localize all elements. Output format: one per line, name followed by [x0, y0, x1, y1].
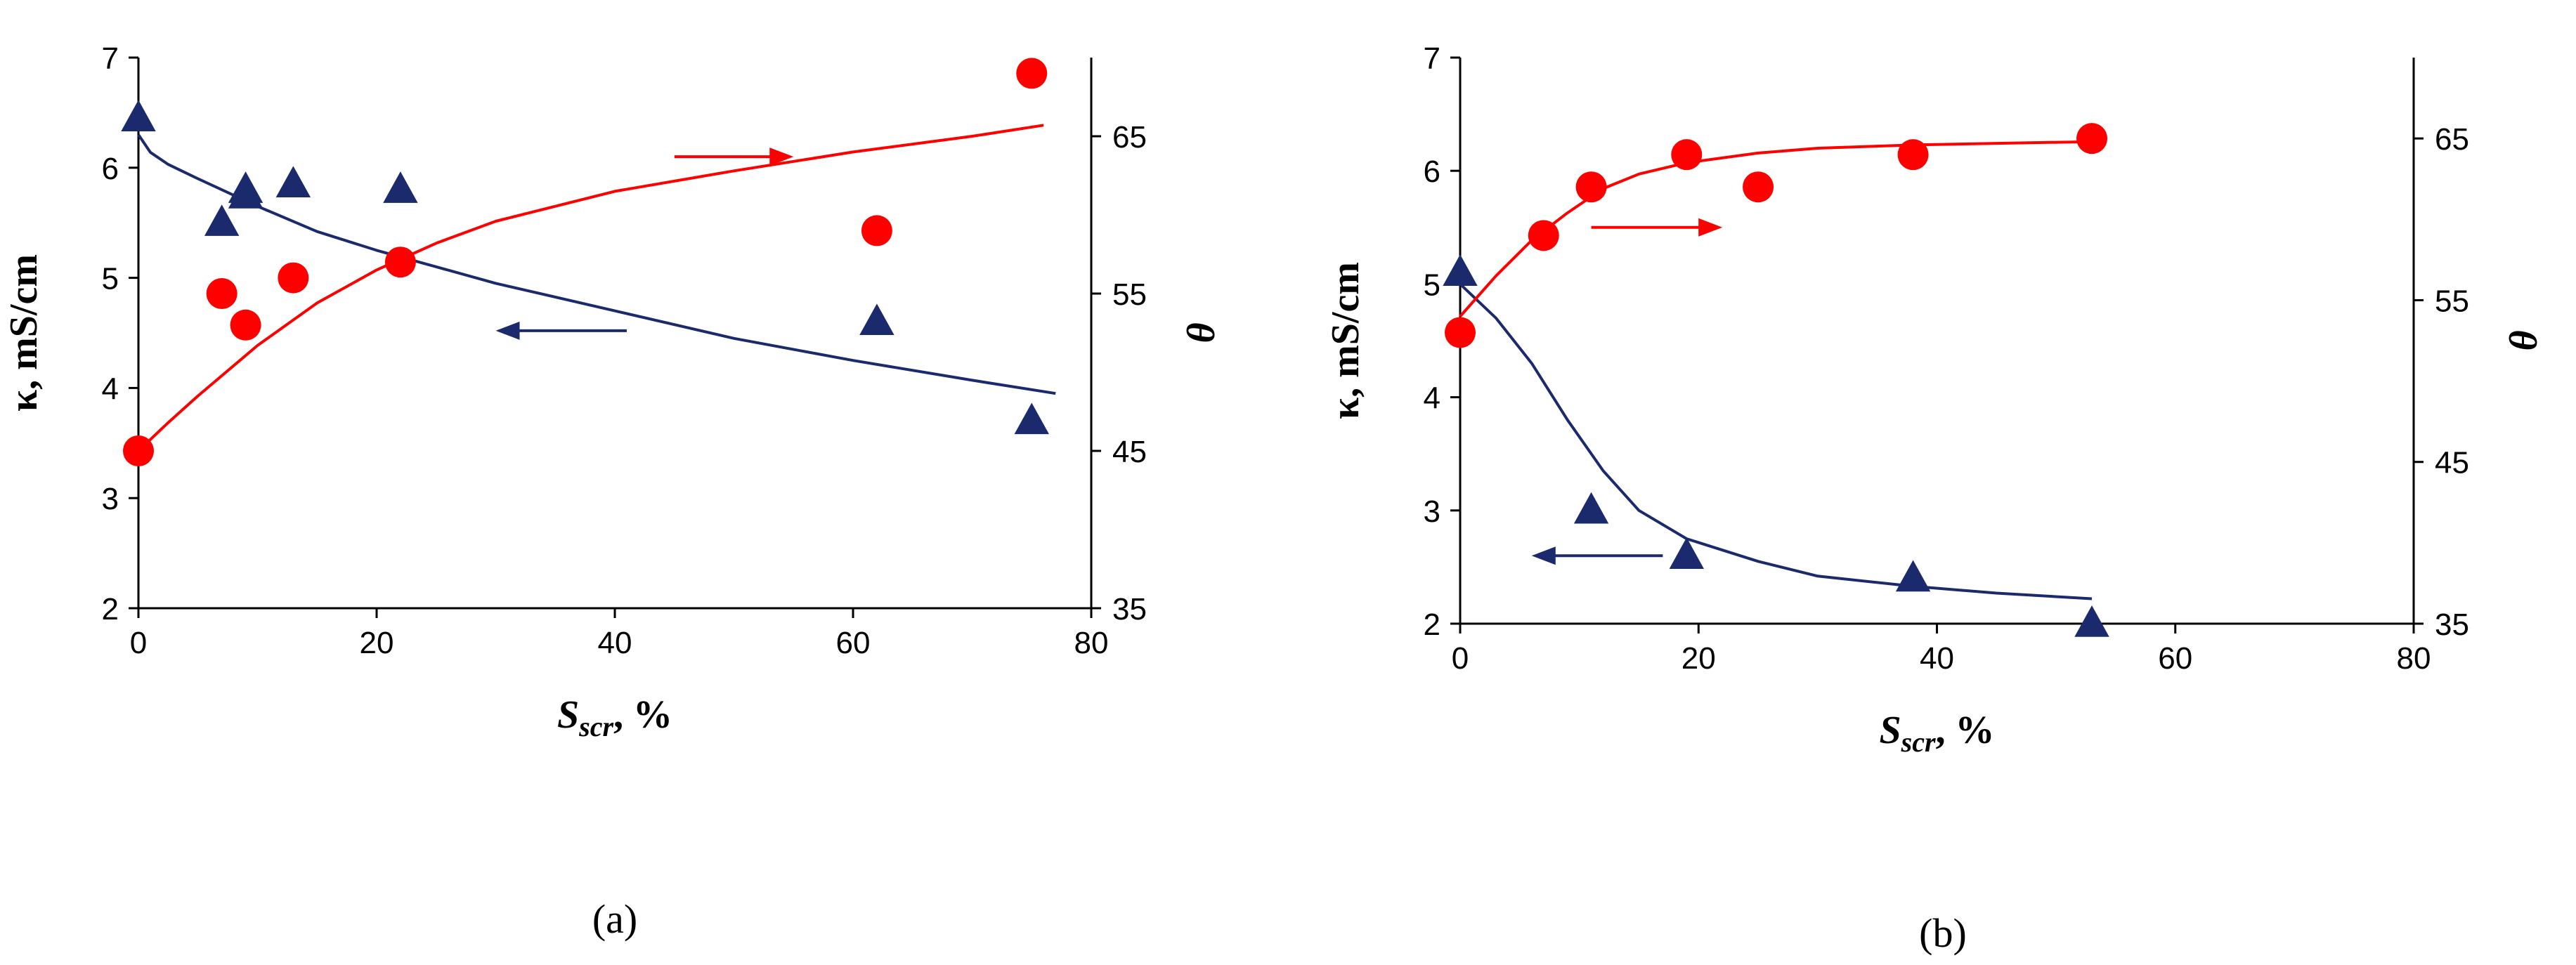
- theta-data-point: [1445, 317, 1476, 348]
- theta-data-point: [1528, 220, 1559, 251]
- x-axis-title-main: S: [1879, 709, 1901, 752]
- theta-data-point: [1671, 139, 1703, 171]
- x-tick-label: 60: [836, 626, 871, 660]
- kappa-data-point: [1014, 402, 1049, 435]
- x-axis-title-suffix: , %: [613, 693, 672, 737]
- kappa-fit-curve: [137, 133, 1056, 395]
- left-y-tick-label: 7: [1424, 41, 1440, 76]
- right-y-axis-title: θ: [1180, 322, 1223, 343]
- kappa-data-point: [121, 100, 156, 131]
- theta-data-point: [230, 309, 261, 341]
- x-tick-label: 60: [2158, 641, 2192, 676]
- left-y-axis-title: κ, mS/cm: [2, 254, 46, 412]
- right-y-axis-title: θ: [2502, 330, 2546, 350]
- x-axis-title: Sscr, %: [557, 693, 672, 742]
- kappa-data-point: [2074, 605, 2109, 637]
- kappa-data-point: [228, 177, 264, 209]
- right-y-tick-label: 45: [1112, 435, 1147, 469]
- left-y-tick-label: 3: [102, 482, 119, 516]
- kappa-data-point: [1895, 560, 1931, 592]
- left-y-tick-label: 2: [102, 592, 119, 626]
- theta-data-point: [861, 215, 892, 247]
- x-tick-label: 0: [130, 626, 147, 660]
- right-y-tick-label: 65: [2435, 122, 2469, 157]
- x-tick-label: 80: [1074, 626, 1109, 660]
- left-y-tick-label: 2: [1424, 608, 1440, 642]
- x-axis-title: Sscr, %: [1879, 709, 1994, 758]
- kappa-data-point: [204, 204, 240, 236]
- theta-axis-arrow-head: [1698, 218, 1723, 237]
- left-y-tick-label: 6: [1424, 155, 1440, 189]
- x-axis-title-suffix: , %: [1936, 709, 1995, 752]
- left-y-tick-label: 4: [102, 372, 119, 406]
- x-tick-label: 40: [598, 626, 632, 660]
- x-axis-title-main: S: [557, 693, 579, 737]
- left-y-tick-label: 3: [1424, 494, 1440, 529]
- right-y-tick-label: 35: [2435, 608, 2469, 642]
- theta-data-point: [1575, 171, 1607, 203]
- x-tick-label: 20: [360, 626, 394, 660]
- theta-data-point: [206, 278, 238, 309]
- kappa-axis-arrow-head: [1531, 546, 1556, 565]
- left-y-tick-label: 7: [102, 41, 119, 76]
- theta-data-point: [1743, 171, 1774, 203]
- theta-data-point: [2076, 123, 2108, 155]
- theta-fit-curve: [137, 124, 1044, 452]
- panel-label: (b): [1919, 910, 1967, 956]
- right-y-tick-label: 55: [1112, 277, 1147, 312]
- theta-data-point: [1016, 58, 1048, 89]
- x-tick-label: 80: [2397, 641, 2431, 676]
- panel-label: (a): [592, 896, 637, 942]
- left-y-axis-title: κ, mS/cm: [1324, 262, 1367, 419]
- theta-fit-curve: [1459, 140, 2093, 317]
- x-tick-label: 20: [1681, 641, 1716, 676]
- theta-data-point: [278, 262, 309, 294]
- theta-data-point: [1897, 139, 1929, 171]
- x-tick-label: 40: [1920, 641, 1954, 676]
- right-y-tick-label: 65: [1112, 120, 1147, 155]
- kappa-data-point: [383, 171, 418, 203]
- kappa-data-point: [859, 303, 895, 336]
- right-y-tick-label: 35: [1112, 592, 1147, 626]
- kappa-data-point: [1573, 492, 1609, 524]
- left-y-tick-label: 5: [1424, 268, 1440, 302]
- x-axis-title-subscript: scr: [578, 711, 613, 742]
- right-y-tick-label: 55: [2435, 284, 2469, 318]
- left-y-tick-label: 4: [1424, 381, 1440, 416]
- kappa-data-point: [275, 166, 311, 198]
- kappa-data-point: [1443, 254, 1478, 286]
- x-axis-title-subscript: scr: [1901, 726, 1936, 758]
- left-y-tick-label: 6: [102, 152, 119, 186]
- theta-data-point: [384, 247, 416, 278]
- right-y-tick-label: 45: [2435, 446, 2469, 480]
- left-y-tick-label: 5: [102, 262, 119, 296]
- x-tick-label: 0: [1452, 641, 1469, 676]
- theta-axis-arrow-head: [769, 147, 794, 166]
- kappa-data-point: [1669, 537, 1704, 569]
- kappa-axis-arrow-head: [495, 321, 520, 340]
- theta-data-point: [123, 435, 154, 466]
